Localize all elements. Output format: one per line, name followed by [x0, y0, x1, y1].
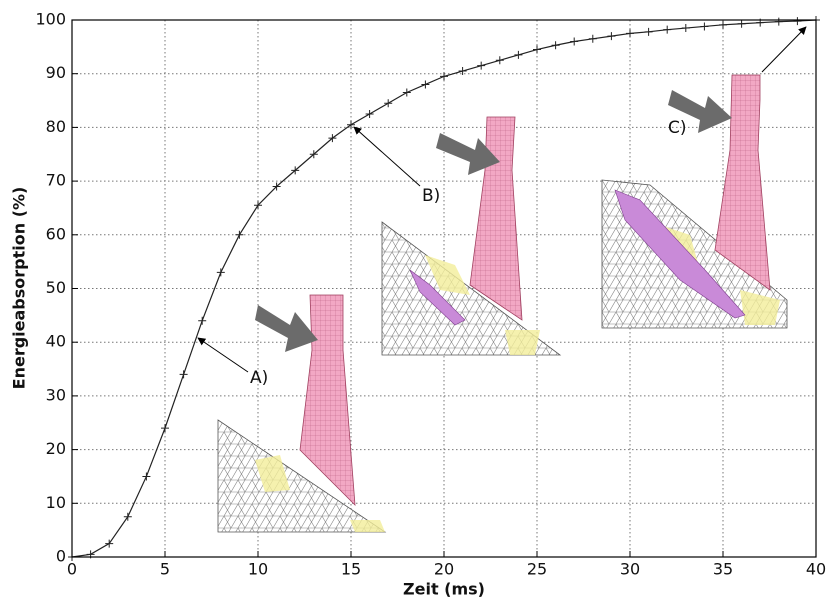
inset-a — [217, 294, 387, 533]
annotation: C) — [668, 118, 687, 138]
y-tick-label: 40 — [46, 332, 66, 351]
plot-frame — [71, 19, 817, 558]
data-marker — [495, 56, 504, 65]
data-marker — [458, 67, 467, 76]
data-marker — [235, 230, 244, 239]
annotation-arrow — [761, 26, 807, 73]
y-tick-label: 80 — [46, 117, 66, 136]
data-marker — [254, 201, 262, 210]
y-tick-label: 70 — [46, 171, 66, 190]
data-marker — [291, 166, 300, 175]
data-marker — [216, 268, 225, 277]
x-tick-label: 15 — [341, 560, 361, 579]
annotation: B) — [422, 186, 440, 206]
x-tick-label: 35 — [713, 560, 733, 579]
y-tick-label: 10 — [46, 493, 66, 512]
data-marker — [309, 150, 318, 159]
data-marker — [123, 512, 132, 521]
y-tick-label: 60 — [46, 224, 66, 243]
x-axis-label: Zeit (ms) — [403, 580, 485, 599]
data-marker — [402, 88, 411, 97]
x-tick-label: 0 — [67, 560, 77, 579]
data-marker — [440, 72, 448, 81]
data-marker — [272, 182, 281, 191]
data-marker — [105, 539, 114, 548]
inset-c — [601, 74, 788, 329]
inset-b — [381, 116, 562, 356]
data-marker — [774, 17, 783, 26]
data-marker — [514, 50, 523, 59]
y-tick-label: 30 — [46, 385, 66, 404]
y-axis-label: Energieabsorption (%) — [10, 187, 29, 390]
y-tick-label: 0 — [56, 547, 66, 566]
data-marker — [477, 61, 486, 70]
data-marker — [421, 80, 430, 89]
x-tick-label: 5 — [160, 560, 170, 579]
x-tick-label: 30 — [620, 560, 640, 579]
data-marker — [142, 472, 151, 481]
data-marker — [607, 32, 616, 41]
data-marker — [533, 45, 541, 54]
x-tick-label: 25 — [527, 560, 547, 579]
data-marker — [719, 20, 727, 29]
data-marker — [588, 34, 597, 43]
x-tick-label: 20 — [434, 560, 454, 579]
data-marker — [700, 22, 709, 31]
annotation: A) — [250, 368, 268, 388]
y-tick-label: 20 — [46, 439, 66, 458]
data-marker — [551, 41, 560, 50]
y-tick-label: 100 — [35, 10, 66, 29]
x-tick-label: 40 — [806, 560, 826, 579]
data-marker — [681, 24, 690, 33]
data-marker — [626, 29, 634, 38]
x-tick-label: 10 — [248, 560, 268, 579]
data-marker — [328, 134, 337, 143]
data-marker — [179, 370, 188, 379]
data-marker — [161, 424, 169, 433]
data-marker — [365, 109, 374, 118]
annotation-arrow — [197, 337, 249, 373]
data-marker — [663, 25, 672, 34]
data-marker — [737, 19, 746, 28]
data-marker — [347, 120, 355, 129]
annotation-arrow — [353, 126, 421, 187]
y-tick-label: 90 — [46, 63, 66, 82]
data-marker — [644, 27, 653, 36]
data-marker — [384, 99, 393, 108]
data-marker — [793, 17, 802, 26]
data-marker — [198, 316, 207, 325]
plot — [68, 16, 820, 561]
y-tick-label: 50 — [46, 278, 66, 297]
data-marker — [570, 37, 579, 46]
